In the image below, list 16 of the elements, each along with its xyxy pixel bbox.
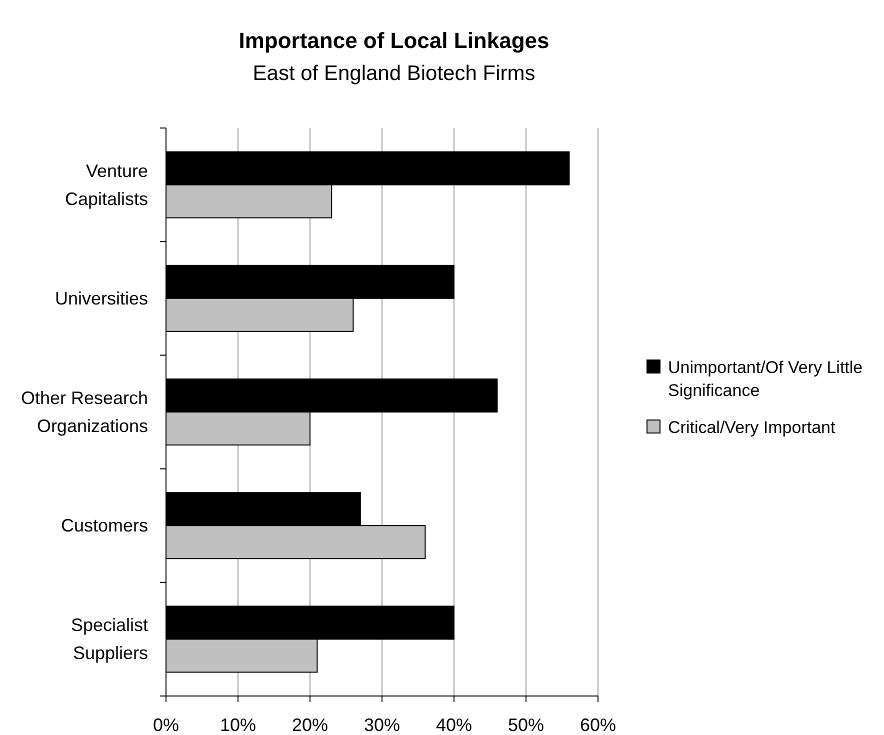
y-tick-label: Venture Capitalists	[64, 160, 148, 209]
legend-label: Unimportant/Of Very Little Significance	[668, 358, 863, 400]
x-tick-label: 40%	[436, 715, 472, 735]
x-tick-label: 0%	[152, 715, 180, 735]
x-tick-label: 50%	[508, 715, 544, 735]
y-tick-label: Specialist Suppliers	[70, 615, 148, 664]
x-tick-label: 10%	[220, 715, 256, 735]
x-tick-label: 60%	[580, 715, 616, 735]
x-tick-label: 20%	[292, 715, 328, 735]
x-tick-label: 30%	[364, 715, 400, 735]
y-tick-label: Other Research Organizations	[20, 388, 148, 436]
y-tick-label: Universities	[54, 288, 148, 308]
legend-label: Critical/Very Important	[668, 418, 836, 437]
chart-subtitle: East of England Biotech Firms	[252, 62, 536, 85]
y-tick-label: Customers	[60, 516, 148, 536]
chart-title: Importance of Local Linkages	[238, 28, 550, 53]
